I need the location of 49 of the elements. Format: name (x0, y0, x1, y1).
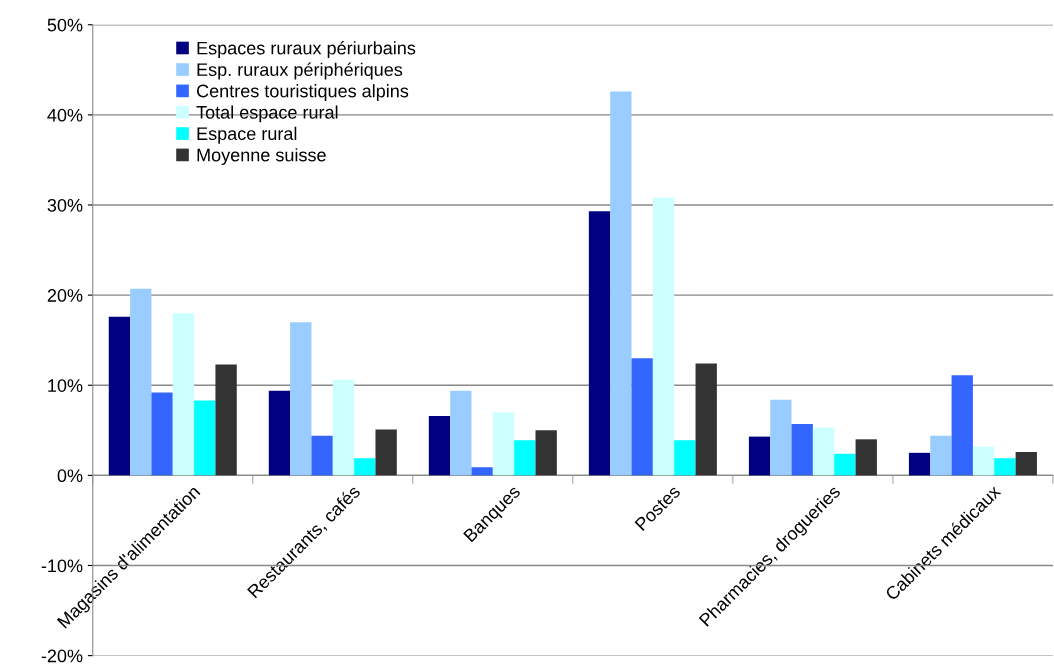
bar (930, 435, 952, 476)
legend-label: Moyenne suisse (197, 148, 326, 165)
bar (108, 316, 131, 476)
bar (770, 399, 792, 476)
bar (172, 313, 195, 476)
legend-label: Espace rural (197, 126, 297, 144)
bar (268, 390, 291, 476)
bar (1015, 451, 1037, 476)
bar (812, 427, 835, 476)
bar (791, 424, 813, 476)
bar (535, 430, 557, 476)
bar (652, 197, 675, 476)
bar (332, 379, 355, 476)
bar (450, 390, 472, 476)
bar (855, 439, 877, 476)
bar (994, 458, 1016, 476)
bar (375, 429, 397, 476)
bar (428, 415, 451, 476)
y-tick-label: 50% (47, 18, 83, 32)
y-tick-label: 30% (47, 198, 83, 212)
y-tick-label: 10% (48, 379, 83, 392)
bar (674, 440, 696, 476)
bar (514, 440, 536, 476)
y-tick-label: 0% (57, 469, 83, 483)
bar (215, 364, 237, 476)
bar (695, 363, 717, 476)
bar (908, 452, 931, 476)
bar (834, 453, 856, 476)
bar (972, 446, 995, 476)
y-tick-label: 20% (47, 289, 83, 302)
bar (151, 392, 173, 476)
bar (588, 211, 611, 476)
bar (130, 288, 152, 476)
bar (951, 375, 973, 476)
legend-label: Total espace rural (196, 105, 338, 123)
bar (748, 436, 771, 476)
bar (631, 358, 653, 476)
bar (354, 458, 376, 476)
legend-label: Espaces ruraux périurbains (197, 41, 416, 59)
bar (610, 91, 632, 476)
y-tick-label: 40% (47, 108, 83, 122)
bar (492, 412, 515, 476)
bar (311, 435, 333, 476)
bar (471, 467, 493, 476)
legend-label: Centres touristiques alpins (196, 84, 409, 101)
legend-label: Esp. ruraux périphériques (197, 62, 403, 80)
bar (194, 400, 216, 476)
bar (290, 322, 312, 476)
y-tick-label: -20% (41, 649, 83, 663)
